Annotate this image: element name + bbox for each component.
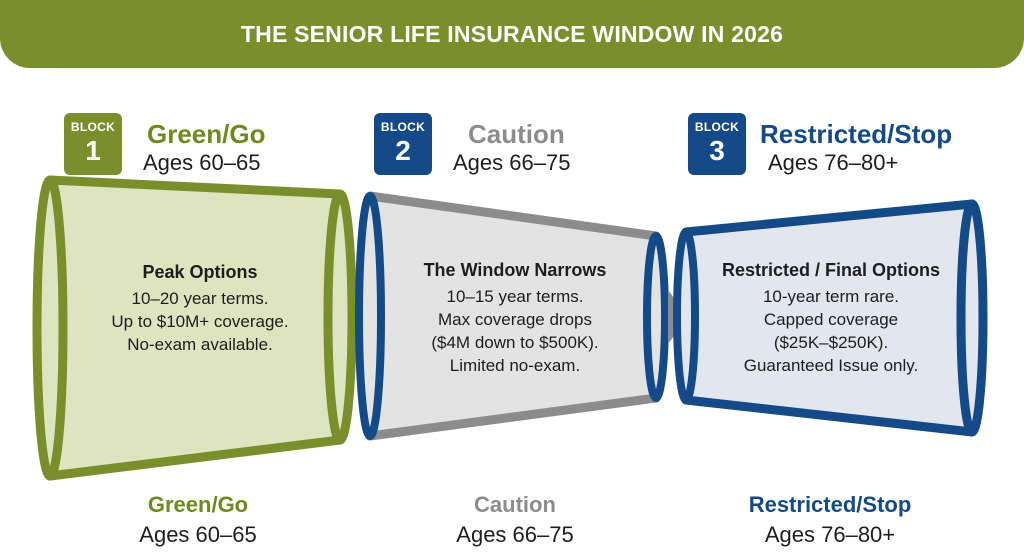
- segment-1-line: Up to $10M+ coverage.: [111, 312, 289, 331]
- block-3-badge-label: BLOCK: [694, 120, 740, 134]
- segment-3-right-rim: [956, 199, 988, 437]
- block-3-ages: Ages 76–80+: [768, 150, 899, 175]
- block-1-footer-ages: Ages 60–65: [139, 522, 257, 547]
- segment-2-line: ($4M down to $500K).: [431, 333, 599, 352]
- segment-3-line: Guaranteed Issue only.: [743, 356, 919, 375]
- segment-3-line: Capped coverage: [763, 310, 899, 329]
- title-banner: THE SENIOR LIFE INSURANCE WINDOW IN 2026: [0, 0, 1024, 68]
- block-1-number: 1: [85, 135, 101, 166]
- block-2-footer-ages: Ages 66–75: [456, 522, 574, 547]
- segment-3-heading: Restricted / Final Options: [721, 260, 941, 280]
- segment-1-line: 10–20 year terms.: [131, 289, 269, 308]
- block-1-footer-title: Green/Go: [147, 492, 249, 517]
- segment-2-heading: The Window Narrows: [423, 260, 607, 280]
- segment-2-funnel: [355, 191, 688, 441]
- block-1-title: Green/Go: [147, 119, 266, 149]
- segment-3-left-rim: [673, 228, 699, 404]
- block-3-footer: Restricted/Stop Ages 76–80+: [700, 492, 960, 548]
- segment-3-line: 10-year term rare.: [762, 287, 900, 306]
- block-3-title: Restricted/Stop: [760, 119, 953, 149]
- block-2-footer-title: Caution: [474, 492, 556, 517]
- segment-1-text: Peak Options 10–20 year terms. Up to $10…: [80, 262, 320, 356]
- block-1-footer: Green/Go Ages 60–65: [68, 492, 328, 548]
- block-1-badge-label: BLOCK: [70, 120, 116, 134]
- segment-1-heading: Peak Options: [142, 262, 258, 282]
- block-2-badge-label: BLOCK: [380, 120, 426, 134]
- block-2-badge: BLOCK 2: [374, 113, 432, 175]
- segment-2-text: The Window Narrows 10–15 year terms. Max…: [395, 260, 635, 377]
- block-1-ages: Ages 60–65: [143, 150, 261, 175]
- block-2-footer: Caution Ages 66–75: [385, 492, 645, 548]
- segment-1-funnel: [32, 175, 374, 481]
- segment-3-funnel: [673, 199, 988, 437]
- segment-3-line: ($25K–$250K).: [773, 333, 889, 352]
- segment-2-line: 10–15 year terms.: [446, 287, 584, 306]
- segment-2-line: Limited no-exam.: [449, 356, 581, 375]
- block-3-badge: BLOCK 3: [688, 113, 746, 175]
- segment-1-line: No-exam available.: [127, 335, 273, 354]
- block-2-title: Caution: [468, 119, 565, 149]
- block-1-badge: BLOCK 1: [64, 113, 122, 175]
- block-2-number: 2: [395, 135, 411, 166]
- block-2-ages: Ages 66–75: [453, 150, 571, 175]
- segment-1-right-rim: [323, 189, 357, 445]
- segment-2-line: Max coverage drops: [437, 310, 593, 329]
- page-title: THE SENIOR LIFE INSURANCE WINDOW IN 2026: [240, 20, 784, 47]
- block-3-footer-title: Restricted/Stop: [748, 492, 912, 517]
- segment-1-left-rim: [32, 175, 68, 481]
- block-3-number: 3: [709, 135, 725, 166]
- segment-3-text: Restricted / Final Options 10-year term …: [702, 260, 960, 377]
- segment-2-left-rim: [355, 192, 385, 440]
- block-3-footer-ages: Ages 76–80+: [764, 522, 896, 547]
- segment-2-right-rim: [643, 232, 669, 402]
